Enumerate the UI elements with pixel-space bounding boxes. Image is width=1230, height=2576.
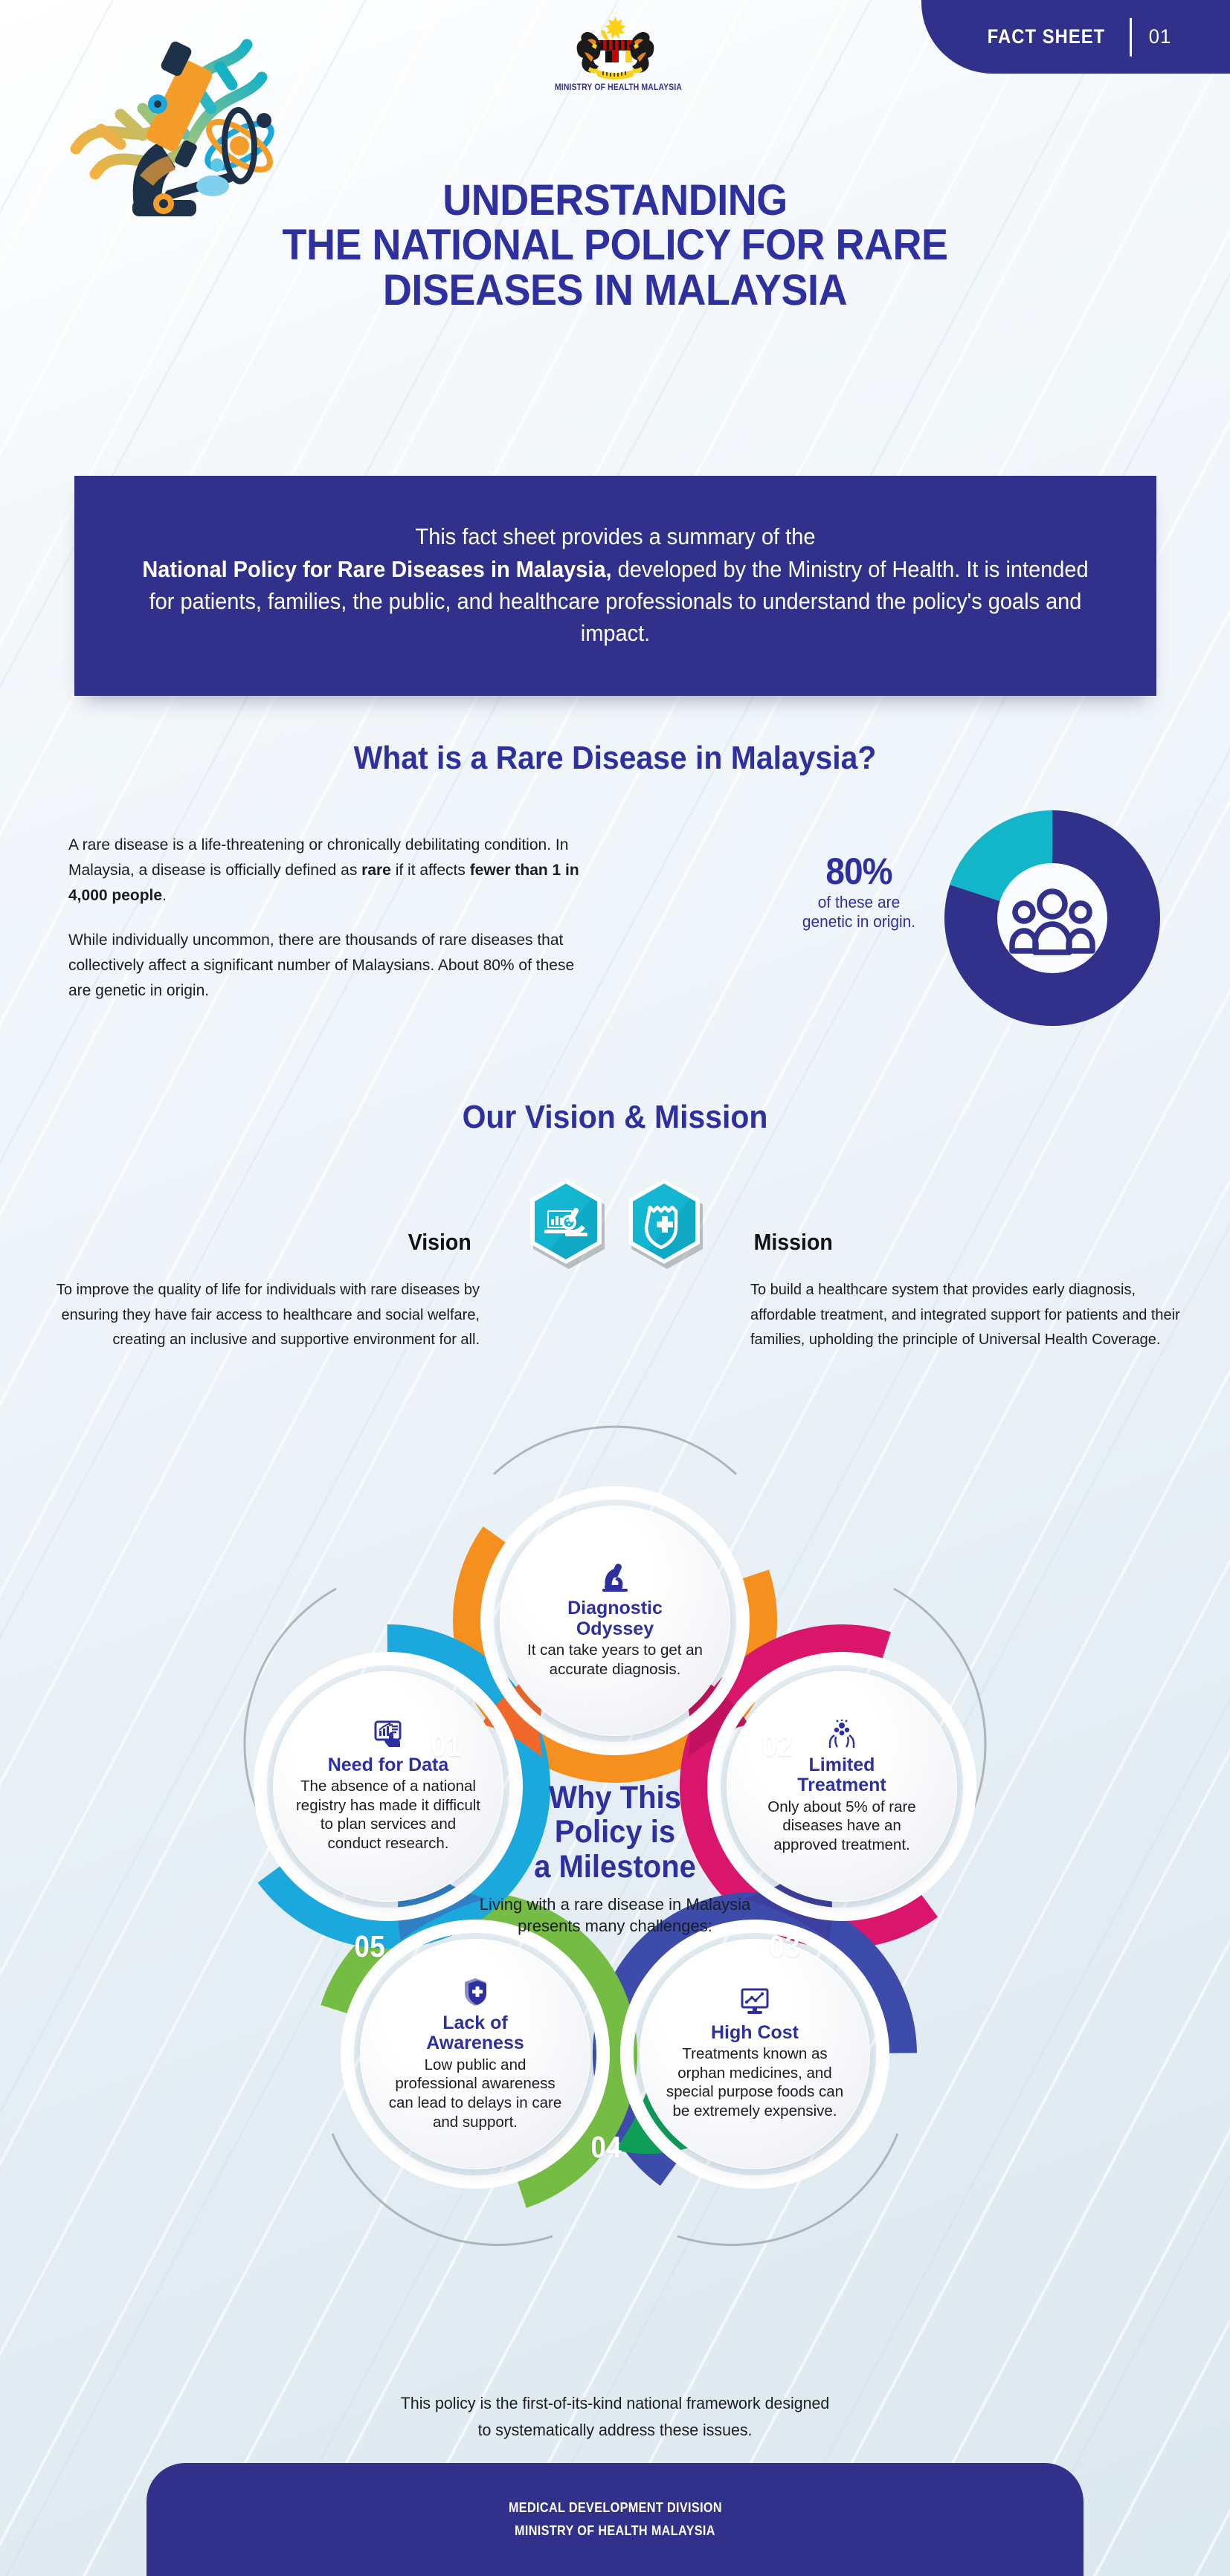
malaysia-coat-of-arms-icon [565,10,666,81]
monitor-chart-icon [739,1988,770,2020]
tablet-data-touch-icon [373,1720,404,1752]
monitor-microscope-research-icon [530,1179,605,1269]
center-title-line-2: Policy is [554,1814,676,1850]
fact-sheet-badge: FACT SHEET 01 [921,0,1230,74]
genetic-origin-donut-chart: 80% of these are genetic in origin. [759,807,1164,1030]
node-04-number: 04 [590,2130,622,2164]
rare-p1-e: . [162,887,167,905]
milestone-node-04: Lack of Awareness Low public and profess… [360,1939,590,2169]
page-title: UNDERSTANDING THE NATIONAL POLICY FOR RA… [43,178,1187,313]
donut-svg [944,810,1160,1026]
node-02-title-l2: Treatment [797,1775,886,1796]
donut-caption-line-2: genetic in origin. [802,911,916,931]
node-04-title-l1: Lack of [442,2012,508,2033]
shield-medical-cross-icon [628,1179,703,1269]
node-03-body: Treatments known as orphan medicines, an… [666,2045,844,2120]
title-line-2: THE NATIONAL POLICY FOR RARE [282,221,948,270]
hands-holding-molecule-icon [825,1719,858,1752]
closing-line-1: This policy is the first-of-its-kind nat… [400,2394,830,2412]
mission-label: Mission [753,1229,833,1255]
rare-paragraph-2: While individually uncommon, there are t… [68,932,575,1000]
center-title-line-3: a Milestone [534,1848,696,1885]
shield-medical-icon [461,1977,489,2010]
ministry-logo: MINISTRY OF HEALTH MALAYSIA [548,10,682,92]
footer-line-1: MEDICAL DEVELOPMENT DIVISION [508,2500,722,2515]
rare-p1-bold-rare: rare [361,862,391,879]
footer-bar: MEDICAL DEVELOPMENT DIVISION MINISTRY OF… [146,2463,1084,2576]
mission-text: To build a healthcare system that provid… [750,1282,1180,1349]
node-02-number: 02 [761,1728,793,1763]
title-line-1: UNDERSTANDING [442,176,788,225]
node-04-body: Low public and professional awareness ca… [388,2056,562,2131]
ministry-caption: MINISTRY OF HEALTH MALAYSIA [555,83,683,92]
fact-sheet-label: FACT SHEET [987,25,1106,48]
node-02-body: Only about 5% of rare diseases have an a… [767,1798,916,1853]
summary-callout: This fact sheet provides a summary of th… [74,476,1156,696]
section-heading-vision-mission: Our Vision & Mission [462,1099,768,1135]
vision-block: Vision To improve the quality of life fo… [45,1223,480,1353]
fact-sheet-number: 01 [1148,25,1172,48]
node-03-title-l1: High Cost [710,2021,799,2043]
donut-stat-label: 80% of these are genetic in origin. [759,853,959,932]
donut-caption-line-1: of these are [817,893,901,911]
summary-bold: National Policy for Rare Diseases in Mal… [142,556,612,582]
milestone-node-03: High Cost Treatments known as orphan med… [640,1939,870,2169]
node-02-title-l1: Limited [808,1754,875,1775]
node-05-number: 05 [354,1929,386,1963]
title-line-3: DISEASES IN MALAYSIA [382,265,848,314]
rare-disease-body: A rare disease is a life-threatening or … [68,833,589,1004]
closing-statement: This policy is the first-of-its-kind nat… [19,2390,1211,2443]
vision-mission-icons [522,1175,708,1273]
microscope-icon [599,1562,631,1595]
center-subtitle: Living with a rare disease in Malaysia p… [479,1895,751,1935]
node-01-body: It can take years to get an accurate dia… [527,1642,703,1678]
mission-block: Mission To build a healthcare system tha… [750,1223,1185,1353]
node-04-title-l2: Awareness [426,2033,524,2054]
section-heading-rare-disease: What is a Rare Disease in Malaysia? [353,740,877,776]
milestone-node-01: Diagnostic Odyssey It can take years to … [500,1505,730,1736]
footer-line-2: MINISTRY OF HEALTH MALAYSIA [515,2523,715,2538]
node-03-number: 03 [769,1929,801,1963]
summary-part-1: This fact sheet provides a summary of th… [415,524,816,550]
closing-line-2: to systematically address these issues. [477,2420,753,2439]
badge-divider [1129,17,1132,57]
node-01-number: 01 [431,1728,463,1763]
vision-text: To improve the quality of life for indiv… [56,1282,480,1349]
node-01-title-l2: Odyssey [576,1618,654,1639]
rare-paragraph-1: A rare disease is a life-threatening or … [68,833,589,908]
vision-label: Vision [408,1229,471,1255]
rare-p1-c: if it affects [390,862,470,879]
node-01-title-l1: Diagnostic [567,1598,663,1619]
summary-text: This fact sheet provides a summary of th… [101,521,1129,650]
milestone-center: Why This Policy is a Milestone Living wi… [455,1779,775,1937]
node-05-body: The absence of a national registry has m… [295,1778,480,1852]
donut-stat-value: 80% [825,850,892,892]
center-title-line-1: Why This [549,1779,681,1815]
milestone-wheel: Diagnostic Odyssey It can take years to … [132,1375,1098,2342]
